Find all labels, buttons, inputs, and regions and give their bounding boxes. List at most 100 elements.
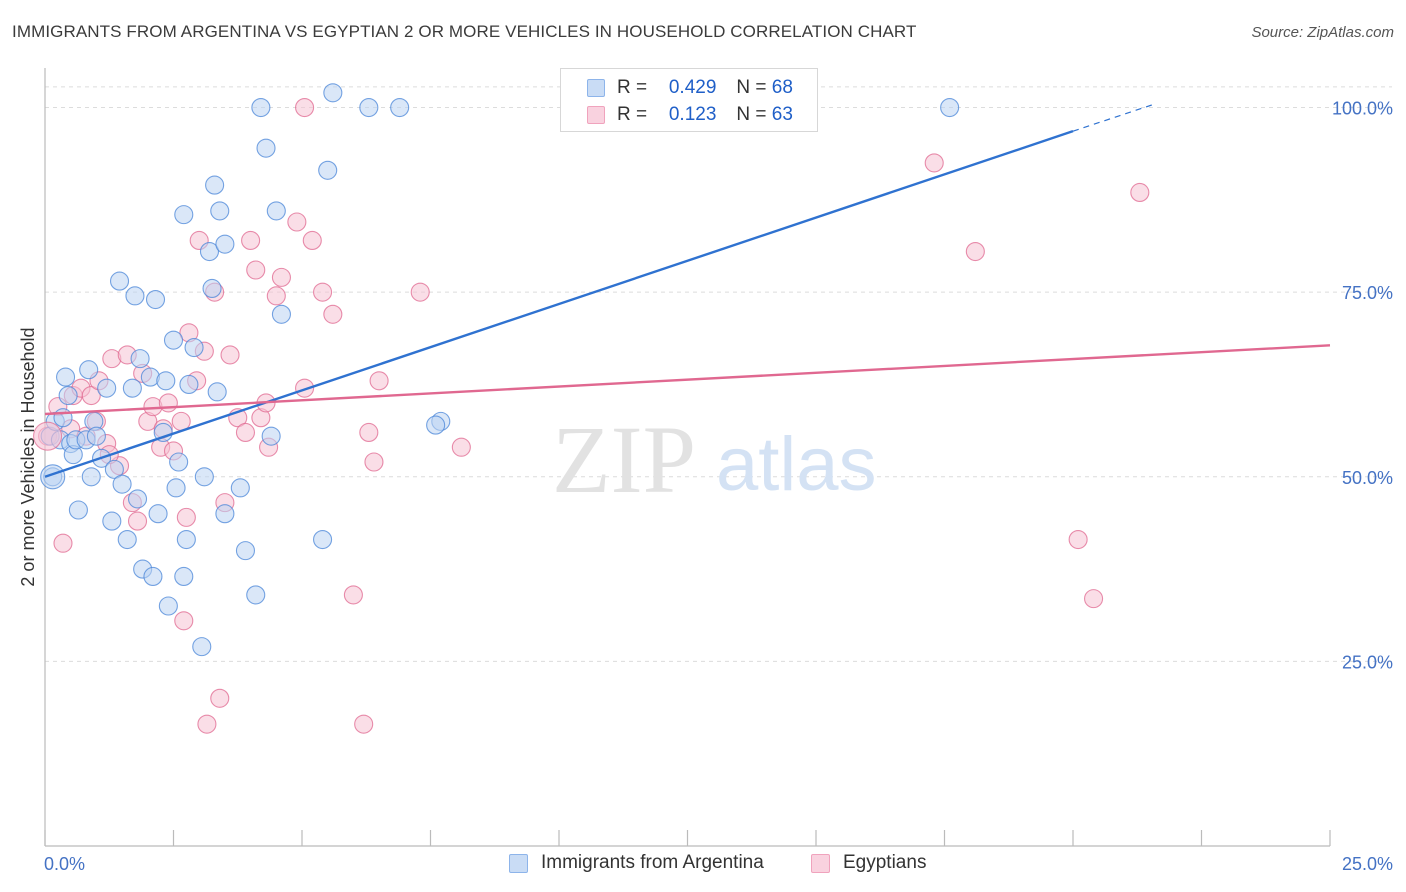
bottom-legend-swatch-egyptians	[811, 853, 830, 873]
data-point	[166, 478, 186, 498]
data-point	[364, 452, 384, 472]
bottom-legend-egyptians: Egyptians	[811, 852, 926, 874]
data-point	[965, 241, 985, 262]
legend-r-value-argentina: 0.429	[668, 77, 717, 98]
data-point	[302, 230, 322, 251]
legend-n-label: N =	[736, 77, 767, 98]
data-point	[924, 153, 944, 173]
x-tick-marks	[44, 830, 1331, 846]
data-point	[1130, 182, 1150, 203]
data-point	[271, 267, 291, 287]
data-point-cluster	[40, 464, 66, 490]
data-point	[215, 234, 235, 254]
data-point	[246, 260, 266, 280]
data-point	[266, 286, 286, 306]
data-point	[176, 529, 196, 550]
data-point	[163, 330, 184, 350]
data-point	[102, 511, 122, 531]
data-point	[79, 360, 99, 380]
data-point	[148, 504, 168, 524]
data-point	[210, 688, 230, 708]
data-point	[174, 611, 194, 631]
legend-r-value-egyptians: 0.123	[668, 104, 717, 125]
data-point	[1084, 589, 1104, 609]
watermark: ZIP atlas	[552, 406, 877, 513]
data-point	[220, 345, 240, 365]
data-point	[323, 304, 343, 324]
data-point	[192, 637, 212, 657]
watermark-atlas: atlas	[716, 422, 877, 507]
y-tick-label: 75.0%	[1342, 283, 1393, 303]
y-axis-label: 2 or more Vehicles in Household	[18, 327, 38, 586]
trendline-argentina-extension	[1072, 103, 1156, 132]
watermark-zip: ZIP	[552, 406, 696, 513]
data-point	[86, 426, 106, 446]
data-point	[158, 596, 178, 616]
data-point	[117, 529, 137, 550]
data-point	[359, 97, 379, 118]
data-point	[215, 504, 235, 524]
data-point	[390, 97, 410, 118]
data-point	[104, 459, 124, 479]
y-tick-labels: 25.0% 50.0% 75.0% 100.0%	[1332, 99, 1393, 673]
data-point	[207, 382, 227, 402]
legend-row-argentina: R = 0.429 N = 68	[587, 77, 793, 99]
data-point	[68, 500, 88, 520]
data-point	[271, 304, 291, 324]
trendline-argentina	[44, 130, 1074, 478]
series-argentina	[40, 83, 960, 657]
data-point	[410, 282, 430, 302]
data-point	[1068, 529, 1088, 550]
data-point	[179, 374, 199, 395]
data-point	[174, 566, 194, 587]
data-point	[109, 271, 130, 291]
y-tick-label: 25.0%	[1342, 652, 1393, 672]
data-point	[153, 422, 173, 443]
data-point	[53, 533, 73, 553]
data-point	[56, 367, 76, 387]
data-point	[256, 138, 276, 158]
x-tick-label-min: 0.0%	[44, 854, 85, 874]
data-point	[940, 97, 960, 118]
legend-n-value-argentina: 68	[771, 77, 793, 98]
data-point	[313, 282, 333, 302]
data-point	[184, 337, 204, 358]
trendline-egyptians	[44, 344, 1331, 416]
data-point	[343, 585, 363, 605]
legend-r-label: R =	[617, 104, 648, 125]
data-point	[176, 507, 196, 527]
data-point	[81, 467, 101, 487]
data-point	[97, 378, 117, 398]
data-point	[125, 286, 145, 306]
data-point	[158, 393, 178, 413]
data-point	[202, 278, 222, 299]
data-point	[451, 437, 471, 457]
data-point	[210, 201, 230, 221]
correlation-legend: R = 0.429 N = 68 R = 0.123 N = 63	[560, 68, 818, 132]
data-point	[323, 83, 343, 103]
data-point	[143, 566, 163, 587]
data-point	[194, 467, 214, 487]
bottom-legend-label-egyptians: Egyptians	[843, 852, 927, 873]
data-point	[112, 474, 132, 494]
data-point-cluster	[33, 421, 63, 451]
chart-title: IMMIGRANTS FROM ARGENTINA VS EGYPTIAN 2 …	[12, 22, 917, 41]
bottom-legend-label-argentina: Immigrants from Argentina	[541, 852, 764, 873]
data-point	[130, 349, 150, 369]
y-tick-label: 50.0%	[1342, 468, 1393, 488]
data-point	[287, 212, 307, 232]
trend-layer	[44, 103, 1331, 478]
data-point	[145, 289, 166, 310]
data-point	[174, 205, 194, 225]
data-point	[169, 452, 189, 472]
data-point	[246, 585, 266, 605]
data-point	[313, 529, 333, 550]
data-point	[359, 422, 379, 443]
data-point	[295, 97, 315, 118]
bottom-legend-argentina: Immigrants from Argentina	[509, 852, 764, 874]
data-point	[199, 241, 220, 262]
data-point	[261, 426, 281, 446]
data-point	[205, 175, 225, 195]
data-point	[197, 714, 217, 734]
